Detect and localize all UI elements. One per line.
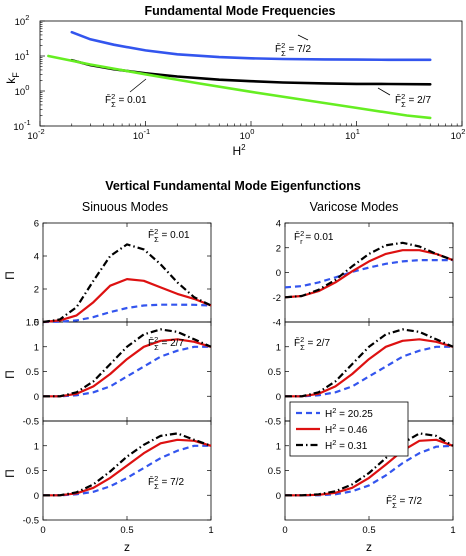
sinuous-2-y-tick-label: 1.5 <box>26 318 39 329</box>
varicose-1-y-tick-label: -2 <box>273 293 281 304</box>
varicose-1-y-tick-label: 0 <box>276 268 281 279</box>
top-series-line-2 <box>70 58 432 86</box>
sinuous-3-y-tick-label: -0.5 <box>23 516 39 527</box>
sinuous-3-x-tick-label: 0.5 <box>120 525 133 536</box>
varicose-2-series-line-1 <box>285 345 453 398</box>
sinuous-3-x-tick-label: 1 <box>208 525 213 536</box>
varicose-3-x-tick-label: 1 <box>450 525 455 536</box>
varicose-3-y-tick-label: 1 <box>276 441 281 452</box>
sinuous-1-y-axis-label: Π <box>3 271 17 280</box>
sinuous-3-annotation: F̄2 Σ = 7/2 <box>148 474 184 491</box>
top-annotation-1: F̄2 Σ = 7/2 <box>275 41 311 58</box>
varicose-1-series-line-3 <box>284 241 454 299</box>
top-annotation-arrow-2 <box>129 78 147 93</box>
left-column-title: Sinuous Modes <box>82 200 168 214</box>
lines-layer <box>42 30 454 497</box>
top-annotation-arrow-1 <box>297 34 309 41</box>
sinuous-2-y-axis-label: Π <box>3 370 17 379</box>
top-x-tick-label: 101 <box>345 127 360 142</box>
varicose-3-x-axis-label: z <box>366 540 372 554</box>
varicose-2-y-tick-label: 0 <box>276 392 281 403</box>
right-column-title: Varicose Modes <box>310 200 399 214</box>
top-x-tick-label: 102 <box>451 127 466 142</box>
sinuous-2-annotation: F̄2 Σ = 2/7 <box>148 335 184 352</box>
sinuous-2-series-line-2 <box>43 338 212 398</box>
axes-layer <box>39 20 463 521</box>
sinuous-1-y-tick-label: 0 <box>34 318 39 329</box>
top-annotation-arrow-3 <box>377 87 391 96</box>
varicose-2-y-tick-label: -0.5 <box>265 417 281 428</box>
top-chart-frame <box>39 20 463 127</box>
sinuous-3-series-line-2 <box>43 438 212 497</box>
top-y-tick-label: 100 <box>15 83 30 98</box>
varicose-1-y-tick-label: 4 <box>276 219 281 230</box>
legend-entry-1: H2 = 20.25 <box>325 406 373 420</box>
varicose-1-series-line-1 <box>284 259 453 289</box>
sinuous-2-y-tick-label: 0.5 <box>26 367 39 378</box>
top-x-tick-label: 10-2 <box>27 127 44 142</box>
top-annotation-2: F̄2 Σ = 0.01 <box>105 92 147 109</box>
sinuous-2-y-tick-label: -0.5 <box>23 417 39 428</box>
top-x-tick-label: 100 <box>240 127 255 142</box>
varicose-3-series-line-1 <box>285 444 454 497</box>
sinuous-2-series-line-3 <box>43 328 212 398</box>
sinuous-3-x-axis-label: z <box>124 540 130 554</box>
varicose-2-annotation: F̄2 Σ = 2/7 <box>294 335 330 352</box>
varicose-3-series-line-3 <box>285 432 454 497</box>
sinuous-3-y-axis-label: Π <box>3 469 17 478</box>
sinuous-1-y-tick-label: 2 <box>34 285 39 296</box>
legend-entry-3: H2 = 0.31 <box>325 438 368 452</box>
top-series-line-3 <box>47 54 432 120</box>
sinuous-2-y-tick-label: 1 <box>34 342 39 353</box>
section-title: Vertical Fundamental Mode Eigenfunctions <box>105 179 361 193</box>
varicose-1-series-line-2 <box>284 249 454 299</box>
sinuous-2-series-line-1 <box>43 345 211 398</box>
top-x-tick-label: 10-1 <box>133 127 150 142</box>
varicose-2-y-tick-label: 1 <box>276 342 281 353</box>
sinuous-3-y-tick-label: 0 <box>34 491 39 502</box>
sinuous-3-y-tick-label: 0.5 <box>26 466 39 477</box>
varicose-3-annotation: F̄2 Σ = 7/2 <box>386 493 422 510</box>
top-y-tick-label: 101 <box>15 48 30 63</box>
sinuous-3-series-line-1 <box>43 444 211 497</box>
varicose-2-y-tick-label: 0.5 <box>268 367 281 378</box>
top-x-axis-label: H2 <box>232 143 246 158</box>
varicose-2-series-line-3 <box>285 328 454 398</box>
sinuous-1-y-tick-label: 6 <box>34 219 39 230</box>
varicose-3-y-tick-label: 0 <box>276 491 281 502</box>
sinuous-3-x-tick-label: 0 <box>40 525 45 536</box>
top-chart-title: Fundamental Mode Frequencies <box>144 4 335 18</box>
sinuous-3-y-tick-label: 1 <box>34 441 39 452</box>
top-series-line-1 <box>70 30 432 62</box>
top-annotation-3: F̄2 Σ = 2/7 <box>395 92 431 109</box>
sinuous-1-series-line-2 <box>42 278 212 324</box>
top-y-tick-label: 102 <box>15 13 30 28</box>
varicose-1-annotation: F̄2 r = 0.01 <box>294 229 334 246</box>
varicose-3-x-tick-label: 0.5 <box>362 525 375 536</box>
varicose-3-y-tick-label: 0.5 <box>268 466 281 477</box>
top-y-axis-label: kF <box>4 72 21 84</box>
sinuous-1-y-tick-label: 4 <box>34 252 39 263</box>
sinuous-2-y-tick-label: 0 <box>34 392 39 403</box>
varicose-1-y-tick-label: -4 <box>273 318 281 329</box>
sinuous-1-series-line-1 <box>42 303 212 324</box>
varicose-2-series-line-2 <box>285 338 454 398</box>
sinuous-1-series-line-3 <box>42 243 212 324</box>
varicose-1-y-tick-label: 2 <box>276 243 281 254</box>
sinuous-2-frame <box>42 321 212 422</box>
top-y-tick-label: 10-1 <box>13 118 30 133</box>
legend-entry-2: H2 = 0.46 <box>325 422 368 436</box>
sinuous-1-annotation: F̄2 Σ = 0.01 <box>148 227 190 244</box>
varicose-3-series-line-2 <box>285 438 454 497</box>
varicose-3-x-tick-label: 0 <box>282 525 287 536</box>
